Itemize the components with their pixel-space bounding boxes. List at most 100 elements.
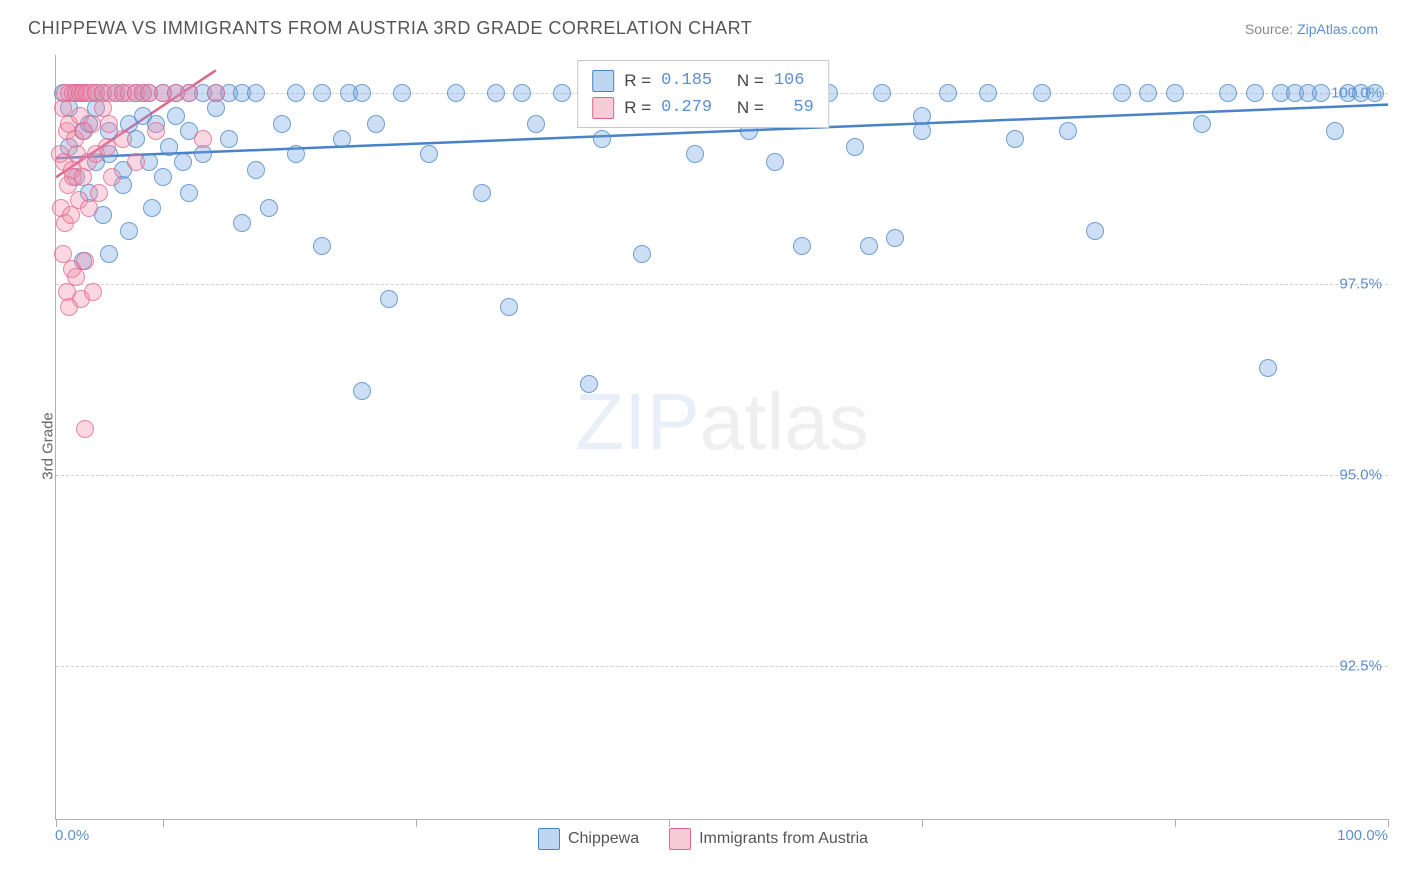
data-point — [76, 420, 94, 438]
x-tick — [1388, 819, 1389, 827]
data-point — [233, 214, 251, 232]
swatch-chippewa — [592, 70, 614, 92]
legend-item-austria: Immigrants from Austria — [669, 828, 868, 850]
source-credit: Source: ZipAtlas.com — [1245, 21, 1378, 37]
data-point — [287, 84, 305, 102]
data-point — [913, 107, 931, 125]
data-point — [1219, 84, 1237, 102]
data-point — [84, 283, 102, 301]
data-point — [273, 115, 291, 133]
data-point — [194, 130, 212, 148]
data-point — [1086, 222, 1104, 240]
y-tick-label: 92.5% — [1339, 658, 1382, 675]
data-point — [500, 298, 518, 316]
stat-row-austria: R = 0.279 N = 59 — [592, 94, 814, 121]
data-point — [174, 153, 192, 171]
data-point — [1246, 84, 1264, 102]
data-point — [313, 237, 331, 255]
data-point — [1139, 84, 1157, 102]
x-tick — [163, 819, 164, 827]
data-point — [353, 382, 371, 400]
data-point — [74, 168, 92, 186]
data-point — [103, 168, 121, 186]
grid-line — [56, 666, 1388, 667]
data-point — [180, 184, 198, 202]
bottom-legend: Chippewa Immigrants from Austria — [0, 828, 1406, 850]
swatch-austria — [592, 97, 614, 119]
data-point — [939, 84, 957, 102]
data-point — [527, 115, 545, 133]
data-point — [120, 222, 138, 240]
data-point — [313, 84, 331, 102]
data-point — [580, 375, 598, 393]
data-point — [287, 145, 305, 163]
x-tick — [56, 819, 57, 827]
correlation-stats-box: R = 0.185 N = 106 R = 0.279 N = 59 — [577, 60, 829, 128]
data-point — [67, 268, 85, 286]
x-tick — [669, 819, 670, 827]
data-point — [513, 84, 531, 102]
data-point — [207, 84, 225, 102]
legend-swatch-austria — [669, 828, 691, 850]
data-point — [593, 130, 611, 148]
data-point — [247, 161, 265, 179]
data-point — [473, 184, 491, 202]
data-point — [1259, 359, 1277, 377]
data-point — [1366, 84, 1384, 102]
x-tick — [1175, 819, 1176, 827]
data-point — [100, 115, 118, 133]
data-point — [1193, 115, 1211, 133]
data-point — [420, 145, 438, 163]
data-point — [1006, 130, 1024, 148]
data-point — [553, 84, 571, 102]
data-point — [154, 168, 172, 186]
x-tick — [416, 819, 417, 827]
data-point — [686, 145, 704, 163]
grid-line — [56, 284, 1388, 285]
data-point — [333, 130, 351, 148]
legend-swatch-chippewa — [538, 828, 560, 850]
data-point — [160, 138, 178, 156]
source-link[interactable]: ZipAtlas.com — [1297, 21, 1378, 37]
data-point — [487, 84, 505, 102]
data-point — [247, 84, 265, 102]
y-tick-label: 95.0% — [1339, 467, 1382, 484]
data-point — [393, 84, 411, 102]
data-point — [80, 199, 98, 217]
data-point — [979, 84, 997, 102]
r-value-chippewa: 0.185 — [661, 67, 712, 94]
data-point — [793, 237, 811, 255]
data-point — [633, 245, 651, 263]
data-point — [860, 237, 878, 255]
data-point — [1113, 84, 1131, 102]
stat-row-chippewa: R = 0.185 N = 106 — [592, 67, 814, 94]
n-value-austria: 59 — [774, 94, 814, 121]
data-point — [353, 84, 371, 102]
data-point — [1166, 84, 1184, 102]
n-value-chippewa: 106 — [774, 67, 805, 94]
data-point — [367, 115, 385, 133]
y-axis-label: 3rd Grade — [39, 412, 56, 480]
data-point — [147, 122, 165, 140]
scatter-plot-area: ZIPatlas 92.5%95.0%97.5%100.0% — [55, 55, 1388, 820]
data-point — [260, 199, 278, 217]
data-point — [873, 84, 891, 102]
data-point — [167, 107, 185, 125]
watermark: ZIPatlas — [575, 376, 868, 468]
r-value-austria: 0.279 — [661, 94, 712, 121]
data-point — [100, 245, 118, 263]
data-point — [114, 130, 132, 148]
data-point — [766, 153, 784, 171]
data-point — [90, 184, 108, 202]
data-point — [220, 130, 238, 148]
data-point — [380, 290, 398, 308]
grid-line — [56, 475, 1388, 476]
data-point — [447, 84, 465, 102]
data-point — [127, 153, 145, 171]
data-point — [1326, 122, 1344, 140]
data-point — [76, 252, 94, 270]
data-point — [1033, 84, 1051, 102]
x-tick — [922, 819, 923, 827]
data-point — [846, 138, 864, 156]
data-point — [1059, 122, 1077, 140]
